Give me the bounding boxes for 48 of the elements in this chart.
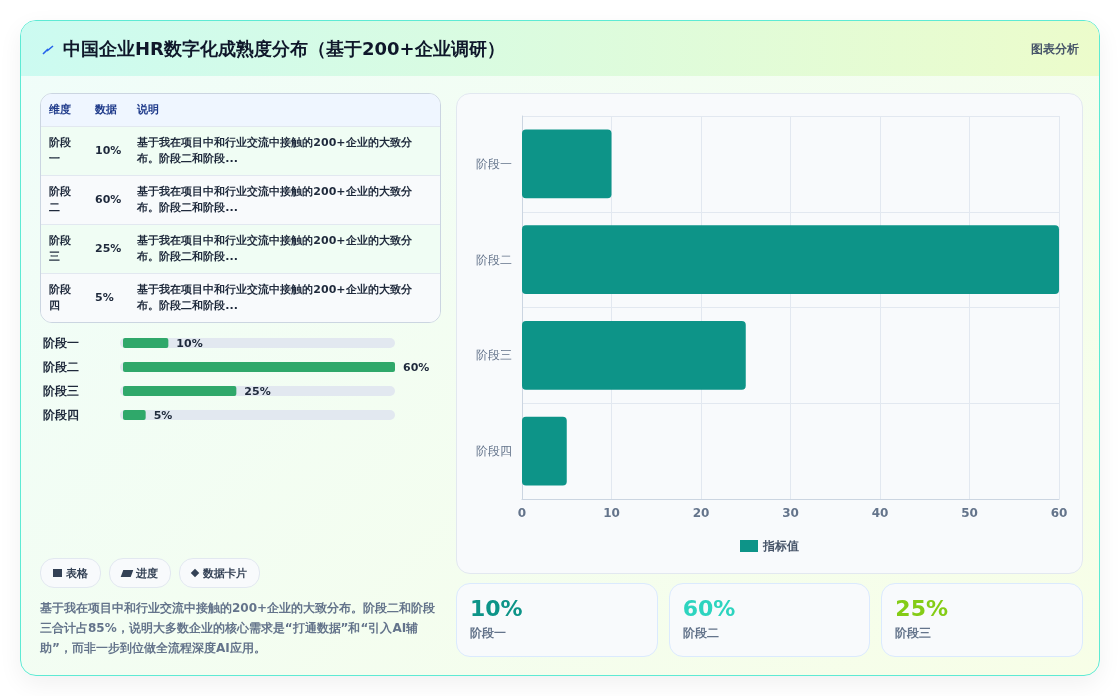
x-tick-label: 10 [603, 506, 620, 520]
y-tick-label: 阶段三 [476, 348, 512, 363]
text: 60% [95, 192, 122, 206]
text: 基于我在项目中和行业交流中接触的200+企业的大致分布。阶段二和阶段... [137, 184, 412, 214]
text: 中国企业HR数字化成熟度分布（基于200+企业调研） [63, 37, 505, 61]
text: 60% [682, 596, 736, 621]
category-label: 阶段二 [682, 625, 720, 642]
text: 图表分析 [1031, 41, 1079, 58]
y-tick-label: 阶段四 [476, 444, 512, 459]
text: 进度 [109, 558, 171, 588]
y-tick-label: 阶段四 [43, 408, 79, 422]
text: 10% [95, 143, 122, 157]
bar [522, 320, 746, 390]
y-tick-label: 阶段二 [476, 252, 512, 267]
category-label: 数据 [94, 102, 118, 119]
text: 基于我在项目中和行业交流中接触的200+企业的大致分布。阶段二和阶段... [137, 135, 412, 165]
y-tick-label: 阶段一 [476, 156, 512, 171]
bar [522, 129, 612, 199]
text: 表格 [40, 558, 101, 588]
category-label: 阶段三 [895, 625, 933, 642]
text: 基于我在项目中和行业交流中接触的200+企业的大致分布。阶段二和阶段... [137, 282, 412, 312]
text: 25% [895, 596, 949, 621]
x-tick-label: 40 [871, 506, 889, 520]
data-label: 60% [403, 360, 430, 374]
x-tick-label: 60 [1050, 506, 1068, 520]
x-tick-label: 50 [961, 506, 978, 520]
data-label: 10% [176, 336, 203, 350]
y-tick-label: 阶段三 [43, 384, 79, 398]
category-label: 说明 [136, 102, 161, 119]
text: 数据卡片 [179, 558, 260, 588]
x-tick-label: 20 [692, 506, 710, 520]
text: 基于我在项目中和行业交流中接触的200+企业的大致分布。阶段二和阶段三合计占85%，说明大多数企业的核心需求是“打通数据”和“引入AI辅助”，而非一步到位做全流程深度AI应用。 [40, 600, 437, 657]
x-tick-label: 0 [517, 506, 527, 520]
bar [522, 416, 567, 486]
text: 10% [470, 596, 523, 621]
category-label: 维度 [48, 102, 72, 119]
data-label: 5% [153, 408, 173, 422]
data-label: 25% [244, 384, 271, 398]
legend-label: 指标值 [762, 539, 799, 553]
y-tick-label: 阶段一 [43, 336, 79, 350]
x-tick-label: 30 [782, 506, 799, 520]
text: 基于我在项目中和行业交流中接触的200+企业的大致分布。阶段二和阶段... [137, 233, 412, 263]
y-tick-label: 阶段二 [43, 360, 79, 374]
text: 5% [95, 290, 114, 304]
bar [123, 338, 169, 348]
bar [123, 410, 146, 420]
bar [522, 225, 1059, 295]
text: 25% [95, 241, 122, 255]
